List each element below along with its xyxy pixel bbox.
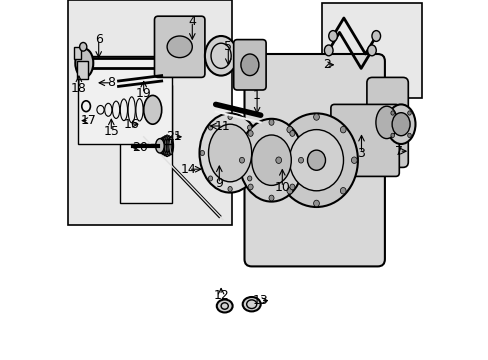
Text: 11: 11 — [215, 120, 230, 132]
Ellipse shape — [239, 157, 244, 163]
Ellipse shape — [247, 176, 251, 181]
Text: 20: 20 — [132, 141, 148, 154]
Ellipse shape — [242, 297, 260, 311]
Text: 16: 16 — [123, 118, 139, 131]
Ellipse shape — [391, 113, 409, 136]
Text: 5: 5 — [224, 40, 232, 53]
Text: 18: 18 — [71, 82, 87, 95]
Ellipse shape — [286, 126, 292, 133]
Ellipse shape — [167, 36, 192, 58]
Ellipse shape — [247, 131, 253, 136]
Ellipse shape — [375, 106, 397, 139]
Ellipse shape — [227, 186, 232, 192]
Ellipse shape — [208, 125, 212, 130]
Ellipse shape — [200, 150, 204, 156]
Text: 21: 21 — [166, 130, 182, 143]
Ellipse shape — [239, 119, 303, 202]
Ellipse shape — [255, 150, 260, 156]
Ellipse shape — [286, 188, 292, 194]
Ellipse shape — [75, 49, 93, 77]
Ellipse shape — [351, 157, 356, 163]
Ellipse shape — [251, 135, 291, 185]
Ellipse shape — [390, 133, 394, 138]
Text: 12: 12 — [213, 289, 228, 302]
Ellipse shape — [367, 45, 375, 56]
Text: 19: 19 — [136, 87, 151, 100]
Text: 7: 7 — [394, 145, 403, 158]
Bar — [78, 56, 171, 144]
Ellipse shape — [289, 184, 294, 190]
Ellipse shape — [324, 45, 332, 56]
Ellipse shape — [340, 126, 346, 133]
Bar — [77, 61, 88, 79]
Text: 9: 9 — [215, 177, 223, 190]
Ellipse shape — [371, 31, 380, 41]
Ellipse shape — [268, 195, 273, 201]
Ellipse shape — [407, 111, 410, 115]
Ellipse shape — [313, 114, 319, 120]
Text: 14: 14 — [181, 163, 196, 176]
Ellipse shape — [289, 130, 343, 191]
Bar — [321, 3, 421, 98]
Ellipse shape — [216, 300, 232, 312]
FancyBboxPatch shape — [366, 77, 407, 167]
Ellipse shape — [313, 200, 319, 207]
Bar — [73, 47, 81, 59]
Ellipse shape — [275, 113, 357, 207]
Text: 1: 1 — [253, 89, 261, 102]
Ellipse shape — [143, 95, 162, 124]
FancyBboxPatch shape — [330, 104, 399, 176]
Ellipse shape — [275, 157, 281, 163]
Ellipse shape — [407, 133, 410, 138]
Ellipse shape — [199, 113, 260, 193]
Ellipse shape — [307, 150, 325, 170]
Ellipse shape — [390, 111, 394, 115]
Ellipse shape — [247, 184, 253, 190]
Text: 13: 13 — [252, 294, 268, 307]
Ellipse shape — [289, 131, 294, 136]
Ellipse shape — [340, 188, 346, 194]
Text: 8: 8 — [107, 76, 115, 89]
Ellipse shape — [268, 120, 273, 125]
Ellipse shape — [208, 176, 212, 181]
Text: 2: 2 — [322, 58, 330, 71]
Ellipse shape — [227, 114, 232, 120]
FancyBboxPatch shape — [233, 40, 265, 90]
Ellipse shape — [208, 124, 251, 182]
Ellipse shape — [298, 157, 303, 163]
FancyBboxPatch shape — [154, 16, 204, 77]
FancyBboxPatch shape — [244, 54, 384, 266]
Ellipse shape — [241, 54, 258, 76]
Ellipse shape — [204, 36, 237, 76]
Text: 3: 3 — [357, 147, 365, 159]
Bar — [68, 0, 231, 225]
Ellipse shape — [328, 31, 337, 41]
Text: 15: 15 — [103, 125, 119, 138]
Text: 4: 4 — [188, 15, 196, 28]
Text: 10: 10 — [274, 181, 290, 194]
Text: 17: 17 — [81, 114, 97, 127]
Ellipse shape — [247, 125, 251, 130]
Bar — [120, 85, 172, 203]
Ellipse shape — [155, 139, 164, 153]
Ellipse shape — [386, 104, 415, 144]
Text: 6: 6 — [95, 33, 102, 46]
Ellipse shape — [80, 42, 87, 51]
